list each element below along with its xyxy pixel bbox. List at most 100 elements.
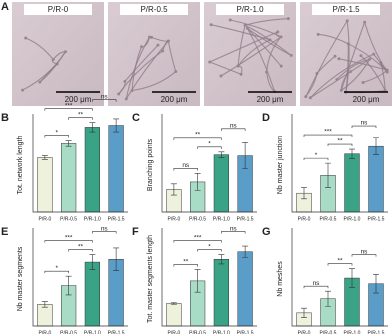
significance-bracket [44, 240, 93, 243]
cell-node [333, 54, 337, 58]
y-axis-label: Tot. master segments length [147, 235, 154, 323]
cell-network [309, 53, 374, 99]
cell-node [156, 43, 160, 47]
x-tick-label: P/R-0.5 [189, 330, 206, 334]
cell-network [162, 40, 169, 52]
cell-node [123, 79, 127, 83]
bar [37, 304, 53, 327]
x-tick-label: P/R-0 [298, 216, 311, 222]
significance-bracket [303, 285, 329, 289]
axes [161, 228, 257, 327]
bar [37, 157, 53, 213]
x-tick-label: P/R-0.5 [60, 330, 77, 334]
x-tick-label: P/R-1.0 [344, 330, 361, 334]
panel-letter: A [1, 1, 9, 13]
cell-network [167, 40, 177, 72]
cell-network [39, 63, 58, 83]
significance-bracket [92, 231, 117, 234]
error-bar [349, 268, 355, 288]
image-label: P/R-0.5 [140, 5, 168, 14]
bar [344, 153, 360, 213]
cell-network [318, 33, 349, 45]
y-axis-label: Nb master segments [17, 246, 24, 311]
error-bar [89, 254, 96, 270]
significance-label: ns [230, 225, 238, 232]
x-tick-label: P/R-1.5 [108, 216, 125, 222]
bar [213, 154, 229, 213]
significance-label: *** [194, 234, 202, 241]
x-tick-label: P/R-1.5 [108, 330, 125, 334]
cell-network [348, 43, 388, 73]
cell-network [336, 58, 370, 80]
significance-label: ns [361, 248, 369, 255]
x-tick-label: P/R-1.5 [237, 216, 254, 222]
cell-node [245, 26, 249, 30]
axes [161, 114, 257, 213]
y-axis-label: Nb master junction [277, 136, 284, 194]
micrograph [204, 2, 296, 106]
image-label: P/R-1.0 [236, 5, 264, 14]
cell-network [360, 55, 386, 91]
significance-bracket [303, 134, 353, 138]
cell-node [286, 17, 290, 21]
significance-label: * [208, 243, 211, 250]
significance-bracket [197, 249, 222, 252]
significance-bracket [221, 128, 246, 131]
significance-label: ** [337, 257, 343, 264]
cell-network [237, 25, 246, 67]
significance-bracket [303, 157, 329, 161]
x-tick-label: P/R-0 [298, 330, 311, 334]
error-bar [41, 301, 48, 308]
cell-node [304, 95, 308, 99]
significance-label: ns [101, 93, 109, 100]
cell-node [265, 70, 269, 74]
cell-network [25, 37, 54, 60]
cell-node [64, 50, 68, 54]
significance-label: * [55, 129, 58, 136]
bar [237, 251, 253, 327]
error-bar [373, 137, 379, 155]
cell-node [51, 58, 55, 62]
significance-bracket [92, 99, 117, 102]
label-box [312, 4, 380, 15]
cell-network [131, 46, 143, 91]
scale-bar-label: 200 μm [65, 95, 92, 104]
panel-letter: G [262, 226, 271, 238]
bar [166, 303, 182, 327]
x-tick-label: P/R-1.0 [84, 330, 101, 334]
significance-bracket [44, 270, 69, 274]
significance-bracket [44, 135, 69, 138]
cell-node [117, 92, 121, 96]
x-tick-label: P/R-1.0 [213, 330, 230, 334]
significance-label: ** [78, 243, 84, 250]
cell-network [209, 61, 242, 75]
cell-network [345, 20, 350, 93]
y-axis-label: Branching points [147, 138, 154, 191]
cell-network [340, 58, 371, 91]
cell-node [38, 80, 42, 84]
significance-label: ** [78, 111, 84, 118]
significance-bracket [173, 264, 198, 267]
bar [213, 259, 229, 327]
panel-letter: B [1, 112, 9, 124]
x-tick-label: P/R-1.5 [237, 330, 254, 334]
image-label: P/R-1.5 [332, 5, 360, 14]
cell-node [339, 88, 343, 92]
cell-network [131, 71, 177, 92]
axes [291, 228, 388, 327]
cell-node [174, 70, 178, 74]
error-bar [218, 151, 225, 158]
x-tick-label: P/R-0.5 [189, 216, 206, 222]
cell-network [340, 22, 366, 91]
significance-label: ns [101, 225, 109, 232]
axes [32, 228, 128, 327]
cell-node [161, 49, 165, 53]
error-bar [218, 254, 225, 265]
significance-label: * [55, 265, 58, 272]
significance-bracket [327, 263, 353, 266]
cell-node [243, 23, 247, 27]
y-axis-label: Nb meshes [277, 261, 284, 297]
cell-network [124, 44, 159, 82]
cell-node [276, 30, 280, 34]
